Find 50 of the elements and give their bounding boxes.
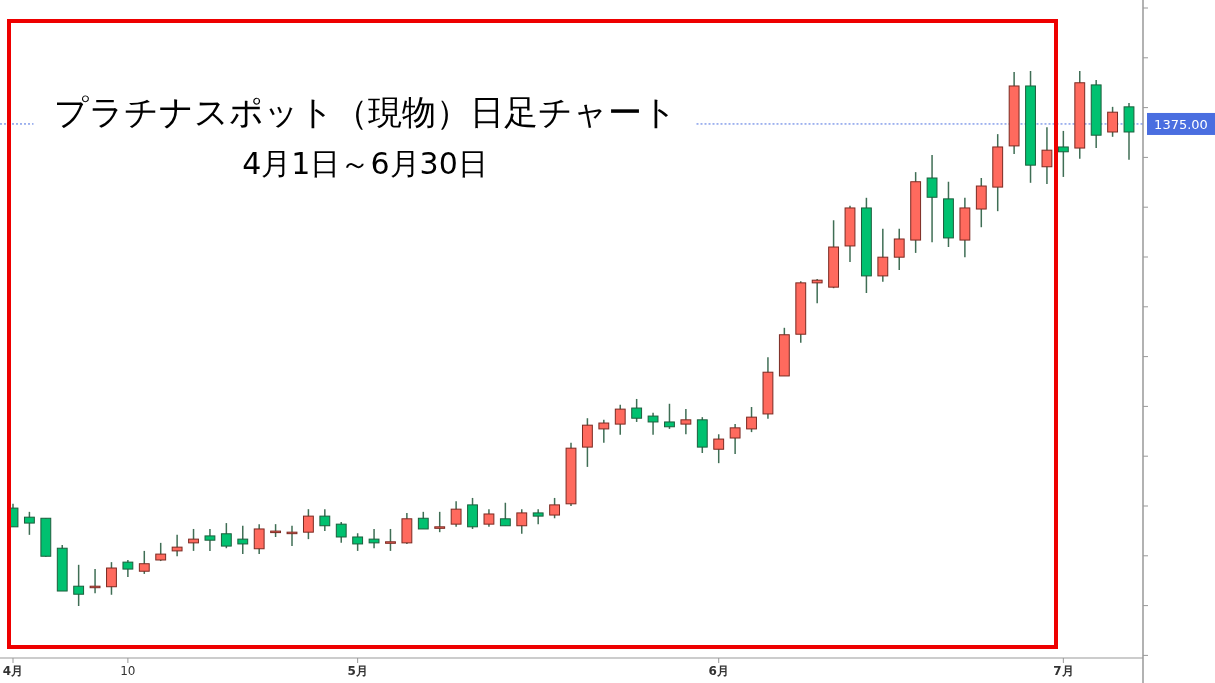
- candlestick: [893, 228, 905, 271]
- candlestick: [220, 522, 232, 549]
- candlestick: [811, 278, 823, 304]
- candlestick: [434, 511, 446, 533]
- candlestick: [729, 423, 741, 455]
- candlestick: [614, 404, 626, 436]
- candlestick: [631, 398, 643, 423]
- candlestick: [286, 525, 298, 547]
- candlestick: [499, 501, 511, 527]
- candlestick: [385, 528, 396, 552]
- candlestick: [581, 417, 593, 468]
- candlestick: [138, 550, 150, 575]
- candlestick: [106, 561, 117, 596]
- text: 4月1日～6月30日: [242, 146, 488, 181]
- candlestick: [713, 433, 725, 464]
- candlestick: [237, 525, 249, 555]
- candlestick: [204, 528, 216, 552]
- candlestick: [73, 564, 85, 607]
- candlestick: [188, 528, 199, 552]
- x-tick-label: 4月: [2, 664, 24, 678]
- x-tick-label: 7月: [1053, 664, 1074, 678]
- candlestick: [1107, 106, 1119, 138]
- candlestick: [335, 521, 347, 544]
- candlestick: [319, 508, 331, 532]
- candlestick: [975, 177, 987, 228]
- candlestick: [253, 523, 265, 555]
- candlestick: [926, 154, 938, 243]
- candlestick: [302, 508, 314, 540]
- text: 1375.00: [1154, 116, 1208, 132]
- candlestick: [171, 534, 183, 557]
- candlestick: [1041, 126, 1053, 185]
- candlestick: [532, 508, 544, 525]
- candlestick: [516, 508, 528, 535]
- candlestick: [647, 412, 659, 436]
- candlestick: [467, 497, 478, 530]
- candlestick: [746, 406, 757, 433]
- candlestick: [89, 568, 101, 594]
- candlestick: [450, 500, 462, 528]
- candlestick: [549, 497, 561, 520]
- candlestick: [1057, 130, 1069, 178]
- x-tick-label: 6月: [708, 664, 729, 678]
- candlestick: [23, 511, 35, 536]
- x-tick-label: 5月: [347, 664, 368, 678]
- x-tick-label: 10: [120, 664, 136, 678]
- candlestick: [368, 528, 380, 549]
- text: プラチナスポット（現物）日足チャート: [53, 92, 677, 132]
- candlestick: [598, 419, 610, 444]
- candlestick: [680, 408, 692, 436]
- candlestick: [664, 403, 675, 430]
- candlestick: [877, 228, 889, 283]
